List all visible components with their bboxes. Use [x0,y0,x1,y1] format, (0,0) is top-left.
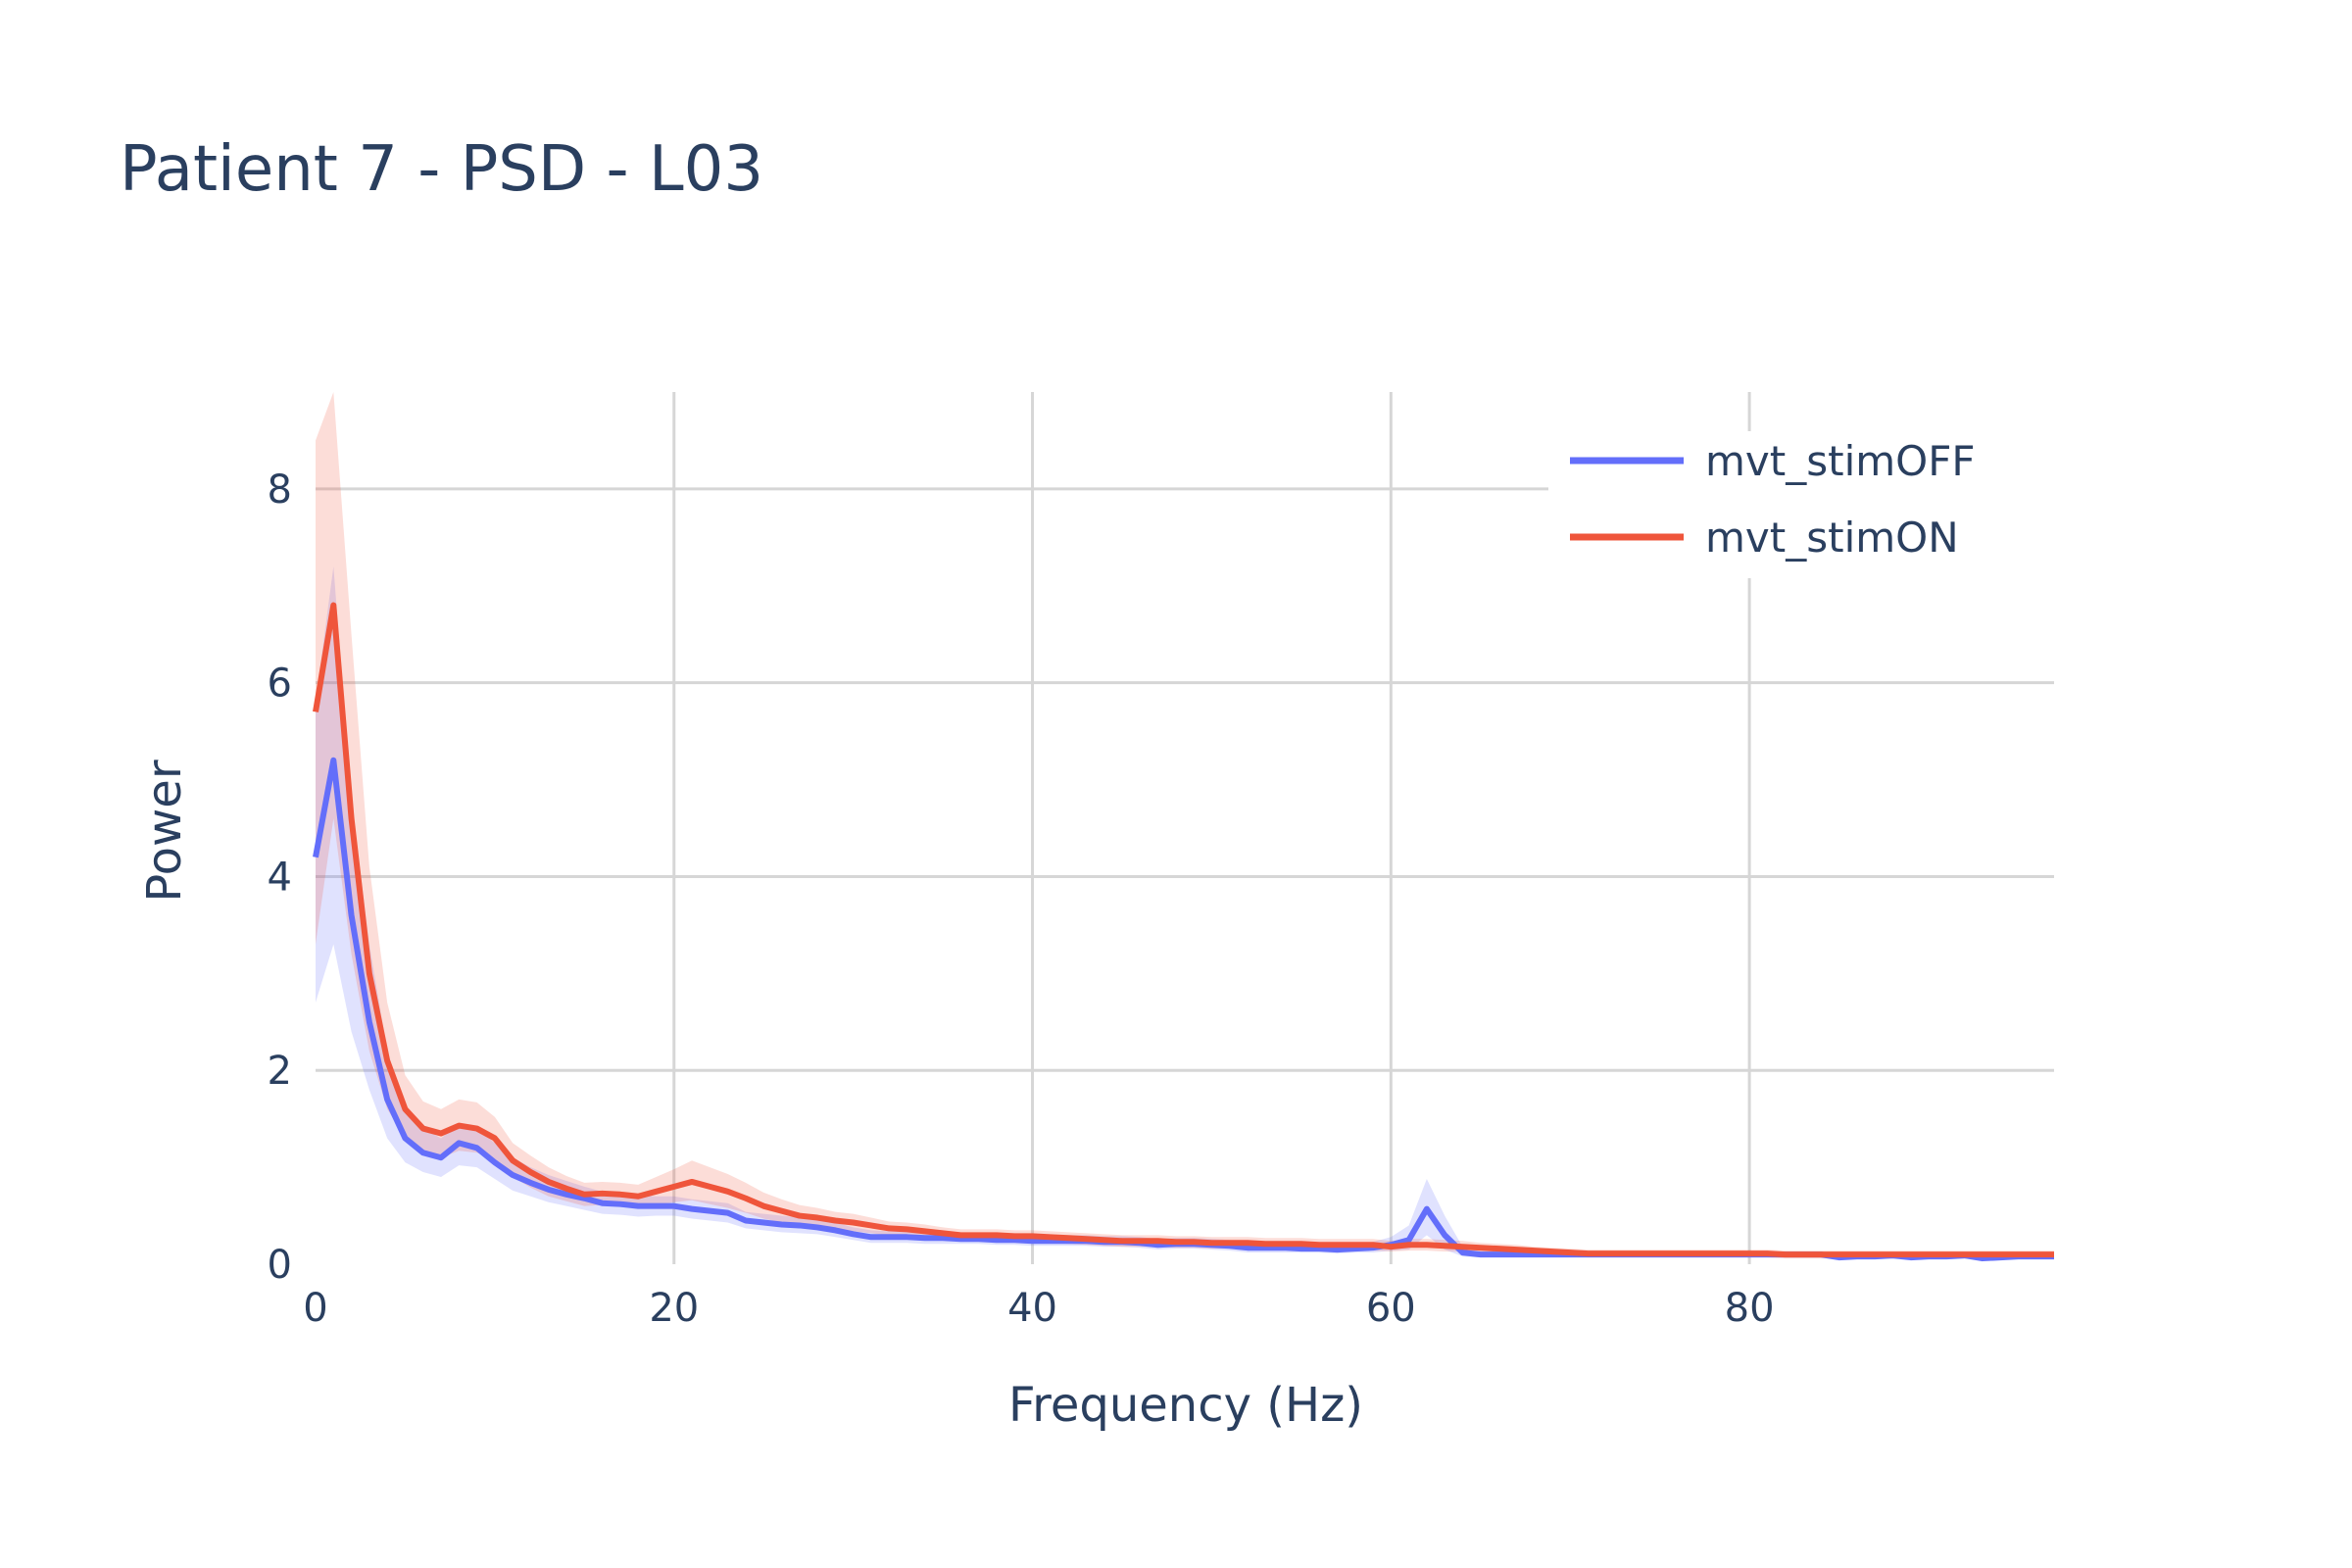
x-tick-label: 80 [1725,1286,1775,1331]
x-tick-label: 40 [1007,1286,1057,1331]
legend-box [1548,431,2058,578]
series-line-mvt_stimON [313,602,2054,1258]
y-tick-label: 6 [268,662,292,707]
line-layer [313,602,2054,1262]
x-tick-label: 60 [1366,1286,1416,1331]
confidence-band-mvt_stimOFF [316,566,2054,1261]
x-axis-title: Frequency (Hz) [1008,1378,1363,1433]
x-tick-label: 20 [649,1286,699,1331]
legend-label-mvt_stimOFF[interactable]: mvt_stimOFF [1705,437,1976,485]
y-axis-title: Power [137,760,192,903]
legend-label-mvt_stimON[interactable]: mvt_stimON [1705,514,1959,562]
y-tick-label: 8 [268,467,292,513]
tick-layer: 0 20 40 60 80 0 2 4 6 8 [268,467,1775,1331]
x-tick-label: 0 [303,1286,327,1331]
y-tick-label: 0 [268,1243,292,1288]
y-tick-label: 2 [268,1049,292,1094]
legend[interactable]: mvt_stimOFF mvt_stimON [1548,431,2058,578]
chart-title: Patient 7 - PSD - L03 [120,133,764,206]
y-tick-label: 4 [268,855,292,900]
